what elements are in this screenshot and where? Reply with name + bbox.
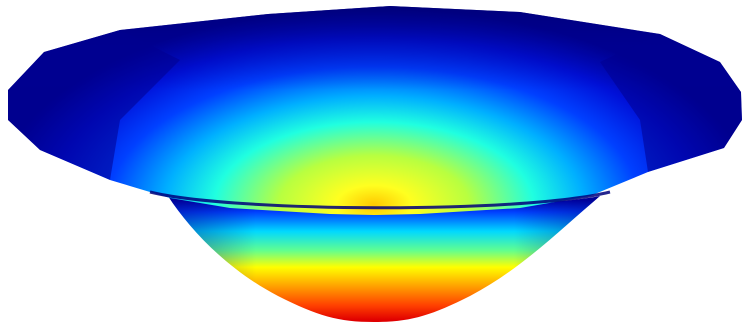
bowl-rim-surface bbox=[8, 6, 742, 215]
rim-edge-line bbox=[149, 190, 611, 210]
